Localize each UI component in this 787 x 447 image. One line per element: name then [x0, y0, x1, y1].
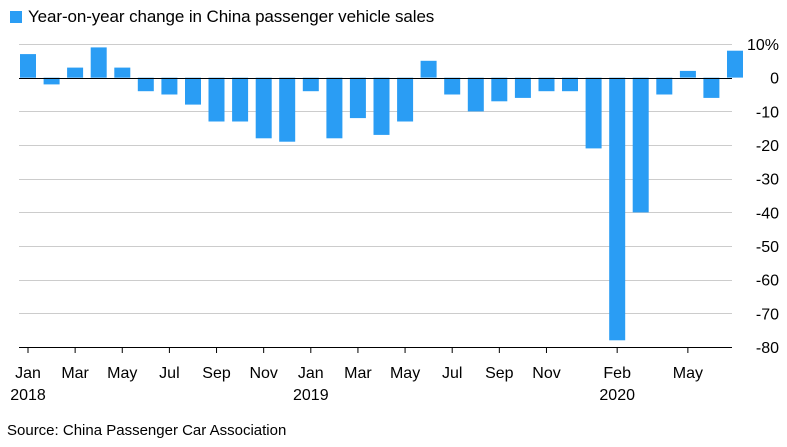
bar-2019-12 [562, 77, 578, 92]
bar-2018-09 [208, 77, 225, 122]
x-tick-label-month: Jul [159, 365, 179, 382]
bar-2018-05 [114, 67, 131, 78]
x-tick-label-month: May [390, 365, 420, 382]
legend-swatch [10, 11, 22, 23]
x-tick-label-month: Mar [344, 365, 372, 382]
x-tick-label-year: 2018 [10, 387, 46, 404]
y-tick-label: 0 [770, 71, 779, 88]
bar-2019-10 [514, 77, 531, 98]
y-tick-label: -60 [756, 273, 779, 290]
bar-2019-07 [444, 77, 461, 95]
bar-2018-07 [161, 77, 178, 95]
bar-2018-10 [232, 77, 249, 122]
bar-2019-04 [373, 77, 390, 135]
y-tick-label: -30 [756, 172, 779, 189]
x-tick-label-month: Nov [249, 365, 277, 382]
x-tick-label-month: Nov [532, 365, 560, 382]
x-tick-label-month: Jan [15, 365, 41, 382]
legend-label: Year-on-year change in China passenger v… [28, 7, 435, 26]
x-tick-label-year: 2019 [293, 387, 329, 404]
bar-2019-06 [420, 60, 437, 78]
bar-2020-01 [585, 77, 602, 149]
bar-2018-02 [43, 77, 60, 85]
bar-2018-08 [185, 77, 201, 105]
y-tick-label: -20 [756, 138, 779, 155]
bar-2018-04 [90, 47, 107, 78]
y-tick-label: -50 [756, 239, 779, 256]
bar-2020-02 [609, 77, 626, 341]
source-note: Source: China Passenger Car Association [7, 422, 287, 439]
x-tick-label-month: Sep [485, 365, 514, 382]
bar-2020-07 [727, 50, 743, 78]
bar-2019-11 [538, 77, 555, 92]
x-tick-label-month: Jan [298, 365, 324, 382]
y-tick-label: -10 [756, 104, 779, 121]
bar-2019-02 [326, 77, 343, 139]
bar-2019-01 [302, 77, 319, 92]
bar-2018-01 [20, 54, 36, 78]
y-tick-label: -80 [756, 340, 779, 357]
bar-2018-06 [137, 77, 154, 92]
x-tick-label-month: May [673, 365, 703, 382]
bar-2020-05 [679, 70, 696, 78]
bar-2019-05 [397, 77, 414, 122]
bar-2019-08 [467, 77, 484, 112]
bar-2018-03 [67, 67, 84, 78]
bar-2018-11 [255, 77, 272, 139]
y-tick-label: 10% [747, 37, 779, 54]
bar-2020-03 [632, 77, 649, 213]
x-tick-label-month: Sep [202, 365, 231, 382]
y-tick-label: -40 [756, 205, 779, 222]
x-tick-label-year: 2020 [599, 387, 635, 404]
x-tick-label-month: Feb [603, 365, 631, 382]
x-tick-label-month: May [107, 365, 137, 382]
bar-2020-06 [703, 77, 720, 98]
bar-2019-09 [491, 77, 508, 102]
x-tick-label-month: Jul [442, 365, 462, 382]
bar-2018-12 [279, 77, 296, 142]
bar-2020-04 [656, 77, 673, 95]
y-tick-label: -70 [756, 306, 779, 323]
legend: Year-on-year change in China passenger v… [10, 6, 434, 28]
x-tick-label-month: Mar [61, 365, 89, 382]
bar-2019-03 [349, 77, 366, 119]
